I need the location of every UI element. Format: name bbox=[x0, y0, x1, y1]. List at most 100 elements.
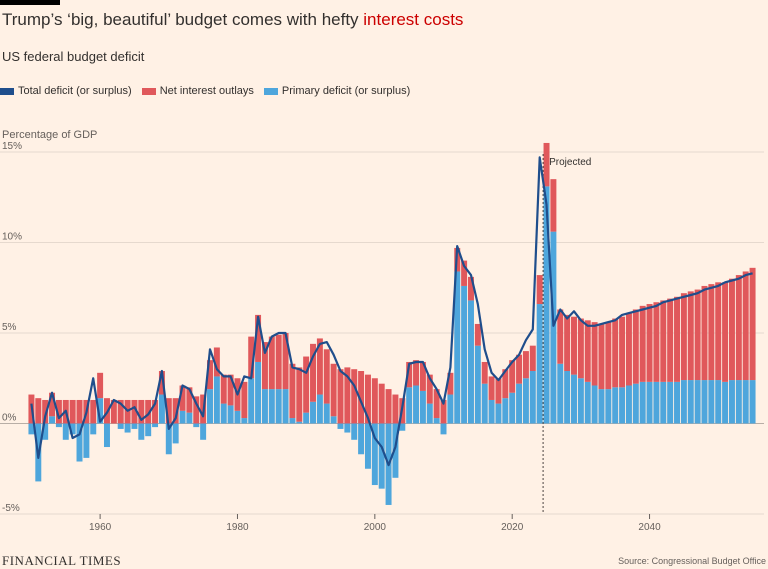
interest-bar bbox=[69, 399, 76, 424]
interest-bar bbox=[35, 398, 42, 424]
interest-bar bbox=[749, 267, 756, 381]
primary-bar bbox=[186, 412, 193, 424]
interest-bar bbox=[467, 276, 474, 301]
primary-bar bbox=[632, 383, 639, 424]
primary-bar bbox=[330, 416, 337, 424]
primary-bar bbox=[653, 381, 660, 424]
interest-bar bbox=[364, 374, 371, 424]
primary-bar bbox=[488, 399, 495, 424]
primary-bar bbox=[708, 380, 715, 424]
primary-bar bbox=[62, 423, 69, 440]
interest-bar bbox=[158, 371, 165, 395]
interest-bar bbox=[220, 374, 227, 404]
primary-bar bbox=[241, 418, 248, 424]
interest-bar bbox=[131, 399, 138, 424]
primary-bar bbox=[701, 380, 708, 424]
interest-bar bbox=[550, 179, 557, 232]
interest-bar bbox=[303, 356, 310, 413]
interest-bar bbox=[330, 363, 337, 417]
primary-bar bbox=[49, 416, 56, 424]
source-note: Source: Congressional Budget Office bbox=[618, 556, 766, 566]
interest-bar bbox=[323, 349, 330, 404]
interest-bar bbox=[392, 394, 399, 424]
interest-bar bbox=[145, 399, 152, 424]
primary-bar bbox=[694, 380, 701, 424]
interest-bar bbox=[186, 387, 193, 413]
chart-title: Trump’s ‘big, beautiful’ budget comes wi… bbox=[2, 10, 463, 30]
interest-bar bbox=[248, 336, 255, 379]
primary-bar bbox=[536, 304, 543, 424]
interest-bar bbox=[619, 316, 626, 388]
primary-bar bbox=[310, 401, 317, 424]
primary-bar bbox=[90, 423, 97, 435]
primary-bar bbox=[248, 378, 255, 424]
primary-bar bbox=[69, 423, 76, 435]
primary-bar bbox=[145, 423, 152, 437]
primary-bar bbox=[728, 380, 735, 424]
primary-bar bbox=[509, 392, 516, 424]
interest-bar bbox=[584, 320, 591, 382]
interest-bar bbox=[687, 291, 694, 381]
interest-bar bbox=[577, 318, 584, 379]
y-tick-label: 10% bbox=[2, 232, 22, 243]
interest-bar bbox=[571, 316, 577, 375]
interest-bar bbox=[660, 300, 667, 382]
interest-bar bbox=[735, 275, 742, 381]
primary-bar bbox=[193, 423, 200, 428]
interest-bar bbox=[49, 392, 56, 417]
interest-bar bbox=[241, 381, 248, 419]
primary-bar bbox=[220, 403, 227, 424]
primary-bar bbox=[680, 380, 687, 424]
interest-bar bbox=[632, 309, 639, 384]
interest-bar bbox=[419, 361, 426, 391]
interest-bar bbox=[282, 333, 289, 390]
x-tick-label: 2040 bbox=[638, 522, 661, 533]
primary-bar bbox=[289, 418, 296, 424]
interest-bar bbox=[433, 389, 440, 419]
interest-bar bbox=[481, 361, 488, 384]
interest-bar bbox=[268, 336, 275, 390]
interest-bar bbox=[715, 282, 722, 381]
primary-bar bbox=[598, 389, 605, 424]
primary-bar bbox=[605, 389, 612, 424]
primary-bar bbox=[502, 398, 509, 424]
primary-bar bbox=[83, 423, 90, 458]
interest-bar bbox=[42, 399, 49, 424]
primary-bar bbox=[660, 381, 667, 424]
interest-bar bbox=[378, 383, 385, 424]
primary-bar bbox=[76, 423, 83, 462]
interest-bar bbox=[385, 389, 392, 424]
primary-bar bbox=[440, 423, 447, 435]
y-tick-label: -5% bbox=[2, 503, 20, 514]
interest-bar bbox=[680, 293, 687, 381]
primary-bar bbox=[131, 423, 138, 429]
interest-bar bbox=[488, 376, 495, 400]
legend-label-total: Total deficit (or surplus) bbox=[18, 85, 132, 97]
total-deficit-line bbox=[30, 156, 753, 467]
primary-bar bbox=[461, 285, 468, 424]
interest-bar bbox=[406, 361, 413, 388]
interest-bar bbox=[97, 372, 104, 399]
interest-bar bbox=[275, 334, 282, 390]
interest-bar bbox=[337, 369, 344, 424]
primary-bar bbox=[474, 345, 481, 424]
y-axis-unit-label: Percentage of GDP bbox=[2, 129, 98, 141]
interest-bar bbox=[261, 342, 268, 390]
primary-bar bbox=[275, 389, 282, 424]
primary-bar bbox=[234, 410, 241, 424]
interest-bar bbox=[516, 354, 523, 384]
primary-bar bbox=[364, 423, 371, 469]
primary-bar bbox=[261, 389, 268, 424]
primary-bar bbox=[42, 423, 49, 440]
primary-bar bbox=[124, 423, 131, 433]
legend-swatch-primary bbox=[263, 87, 278, 95]
primary-bar bbox=[323, 403, 330, 424]
interest-bar bbox=[522, 351, 529, 379]
interest-bar bbox=[674, 296, 681, 382]
primary-bar bbox=[419, 390, 426, 424]
interest-bar bbox=[344, 367, 351, 424]
interest-bar bbox=[605, 322, 612, 390]
primary-bar bbox=[158, 394, 165, 424]
interest-bar bbox=[55, 399, 62, 424]
primary-bar bbox=[715, 380, 722, 424]
